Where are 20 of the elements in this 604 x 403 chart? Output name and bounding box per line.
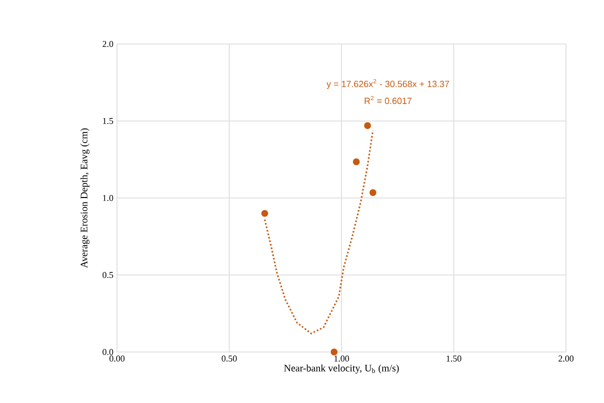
x-tick-label: 0.00: [110, 356, 125, 362]
annotation: y = 17.626x$^{2}$ - 30.568x + 13.37: [326, 79, 450, 89]
y-tick-label: 2.0: [102, 40, 114, 48]
point: [369, 188, 377, 196]
y-tick-label: 1.5: [103, 118, 114, 124]
x-tick-label: 2.00: [558, 356, 574, 362]
y-tick-label: 0.0: [102, 348, 114, 356]
y-tick-label: 0.5: [102, 272, 114, 278]
point: [260, 210, 269, 218]
point: [330, 348, 338, 356]
x-tick-label: 1.50: [446, 356, 462, 362]
y-axis-title: Average Erosion Depth, Eavg (cm): [80, 128, 90, 268]
point: [364, 122, 372, 130]
x-axis-title: Near-bank velocity, U$_{b}$ (m/s): [284, 364, 399, 374]
point: [352, 158, 360, 166]
annotation: R$^{2}$ = 0.6017: [364, 96, 412, 104]
y-tick-label: 1.0: [103, 194, 114, 202]
x-tick-label: 1.00: [334, 356, 350, 362]
line-series: [264, 129, 374, 334]
x-tick-label: 0.50: [222, 356, 237, 362]
